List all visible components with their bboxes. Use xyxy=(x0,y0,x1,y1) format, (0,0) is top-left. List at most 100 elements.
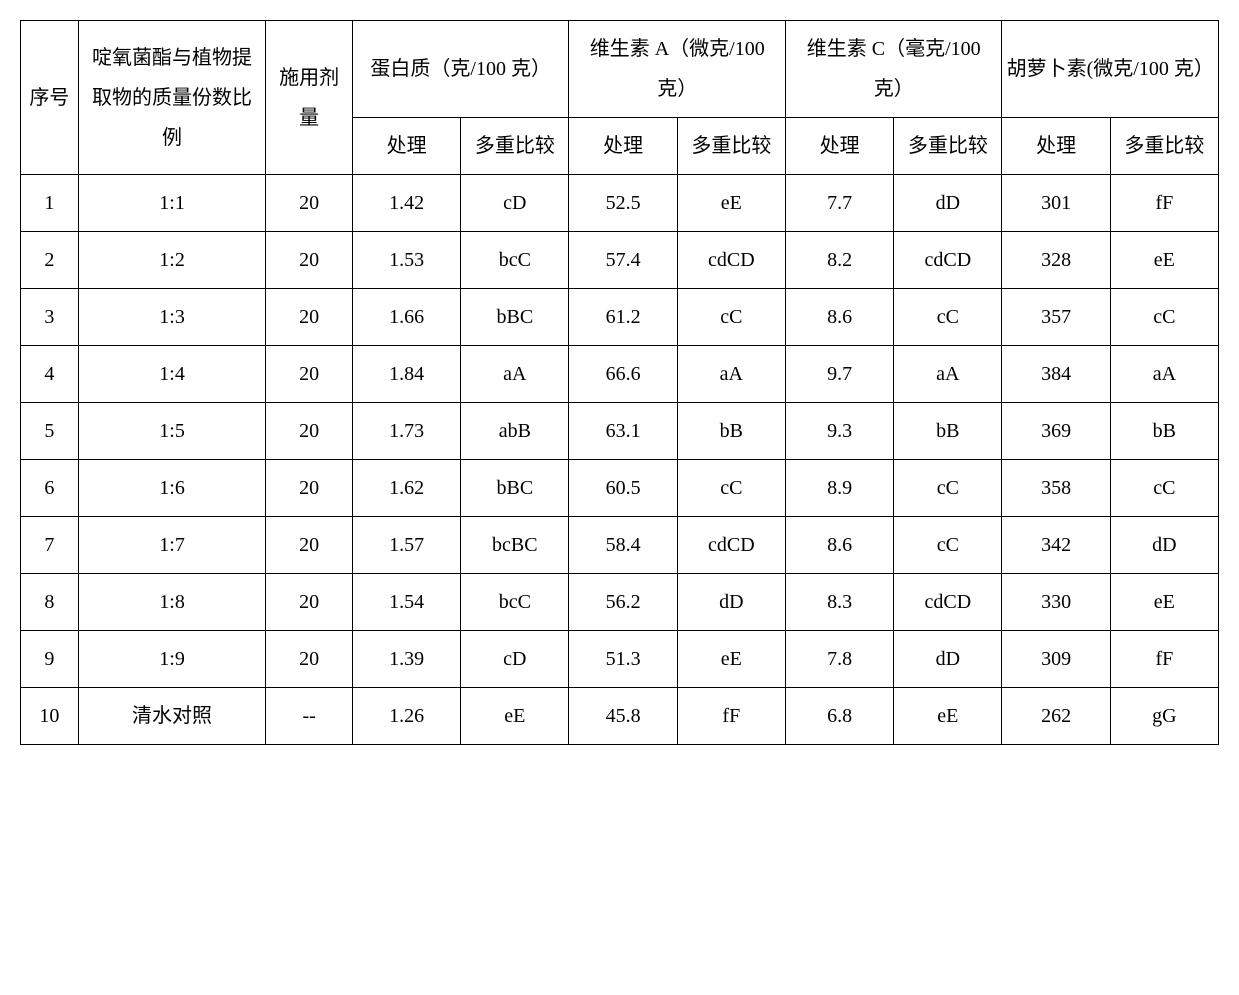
subheader-comparison: 多重比较 xyxy=(1110,118,1218,175)
cell-dose: 20 xyxy=(266,289,353,346)
cell-value: cD xyxy=(461,631,569,688)
cell-value: bBC xyxy=(461,289,569,346)
cell-value: bcBC xyxy=(461,517,569,574)
cell-value: 7.8 xyxy=(785,631,893,688)
cell-seq: 3 xyxy=(21,289,79,346)
cell-ratio: 1:2 xyxy=(78,232,266,289)
cell-value: 7.7 xyxy=(785,175,893,232)
cell-ratio: 1:3 xyxy=(78,289,266,346)
header-dose: 施用剂量 xyxy=(266,21,353,175)
cell-value: cC xyxy=(1110,289,1218,346)
cell-value: eE xyxy=(677,175,785,232)
cell-value: cdCD xyxy=(677,232,785,289)
subheader-comparison: 多重比较 xyxy=(461,118,569,175)
cell-dose: 20 xyxy=(266,232,353,289)
cell-value: bBC xyxy=(461,460,569,517)
cell-dose: 20 xyxy=(266,175,353,232)
cell-value: 342 xyxy=(1002,517,1110,574)
cell-seq: 2 xyxy=(21,232,79,289)
cell-value: 8.9 xyxy=(785,460,893,517)
cell-value: 1.62 xyxy=(352,460,460,517)
cell-value: abB xyxy=(461,403,569,460)
cell-value: 52.5 xyxy=(569,175,677,232)
cell-ratio: 清水对照 xyxy=(78,688,266,745)
cell-dose: 20 xyxy=(266,403,353,460)
subheader-comparison: 多重比较 xyxy=(894,118,1002,175)
cell-value: cC xyxy=(894,289,1002,346)
cell-dose: 20 xyxy=(266,346,353,403)
cell-value: eE xyxy=(461,688,569,745)
subheader-treatment: 处理 xyxy=(1002,118,1110,175)
cell-value: 357 xyxy=(1002,289,1110,346)
cell-value: 8.6 xyxy=(785,289,893,346)
header-seq: 序号 xyxy=(21,21,79,175)
cell-value: cdCD xyxy=(894,574,1002,631)
cell-ratio: 1:1 xyxy=(78,175,266,232)
cell-value: eE xyxy=(1110,574,1218,631)
cell-value: 1.53 xyxy=(352,232,460,289)
cell-value: 58.4 xyxy=(569,517,677,574)
cell-value: fF xyxy=(677,688,785,745)
table-row: 31:3201.66bBC61.2cC8.6cC357cC xyxy=(21,289,1219,346)
subheader-treatment: 处理 xyxy=(352,118,460,175)
cell-value: 1.73 xyxy=(352,403,460,460)
cell-value: bB xyxy=(1110,403,1218,460)
table-body: 11:1201.42cD52.5eE7.7dD301fF21:2201.53bc… xyxy=(21,175,1219,745)
cell-value: aA xyxy=(677,346,785,403)
header-group-vitamin-c: 维生素 C（毫克/100 克） xyxy=(785,21,1002,118)
cell-dose: -- xyxy=(266,688,353,745)
cell-ratio: 1:7 xyxy=(78,517,266,574)
cell-value: 1.42 xyxy=(352,175,460,232)
cell-value: 358 xyxy=(1002,460,1110,517)
cell-value: cC xyxy=(894,517,1002,574)
table-row: 41:4201.84aA66.6aA9.7aA384aA xyxy=(21,346,1219,403)
table-row: 51:5201.73abB63.1bB9.3bB369bB xyxy=(21,403,1219,460)
table-row: 81:8201.54bcC56.2dD8.3cdCD330eE xyxy=(21,574,1219,631)
cell-value: eE xyxy=(677,631,785,688)
cell-value: 1.57 xyxy=(352,517,460,574)
cell-ratio: 1:5 xyxy=(78,403,266,460)
cell-ratio: 1:9 xyxy=(78,631,266,688)
cell-value: 9.3 xyxy=(785,403,893,460)
cell-value: 1.84 xyxy=(352,346,460,403)
subheader-comparison: 多重比较 xyxy=(677,118,785,175)
cell-seq: 5 xyxy=(21,403,79,460)
cell-dose: 20 xyxy=(266,517,353,574)
cell-value: cdCD xyxy=(677,517,785,574)
cell-value: 1.66 xyxy=(352,289,460,346)
nutrition-data-table: 序号 啶氧菌酯与植物提取物的质量份数比例 施用剂量 蛋白质（克/100 克） 维… xyxy=(20,20,1219,745)
cell-seq: 6 xyxy=(21,460,79,517)
cell-value: dD xyxy=(1110,517,1218,574)
cell-seq: 10 xyxy=(21,688,79,745)
cell-value: 384 xyxy=(1002,346,1110,403)
cell-value: 1.26 xyxy=(352,688,460,745)
cell-value: aA xyxy=(1110,346,1218,403)
cell-value: dD xyxy=(677,574,785,631)
header-ratio: 啶氧菌酯与植物提取物的质量份数比例 xyxy=(78,21,266,175)
header-group-carotene: 胡萝卜素(微克/100 克） xyxy=(1002,21,1219,118)
cell-value: fF xyxy=(1110,175,1218,232)
cell-value: bcC xyxy=(461,574,569,631)
header-group-protein: 蛋白质（克/100 克） xyxy=(352,21,569,118)
cell-value: 309 xyxy=(1002,631,1110,688)
cell-dose: 20 xyxy=(266,631,353,688)
table-row: 71:7201.57bcBC58.4cdCD8.6cC342dD xyxy=(21,517,1219,574)
cell-value: 8.2 xyxy=(785,232,893,289)
cell-seq: 9 xyxy=(21,631,79,688)
cell-value: 1.39 xyxy=(352,631,460,688)
cell-value: 8.6 xyxy=(785,517,893,574)
cell-value: gG xyxy=(1110,688,1218,745)
cell-value: 6.8 xyxy=(785,688,893,745)
cell-value: 1.54 xyxy=(352,574,460,631)
cell-ratio: 1:4 xyxy=(78,346,266,403)
subheader-treatment: 处理 xyxy=(569,118,677,175)
cell-seq: 4 xyxy=(21,346,79,403)
cell-value: 56.2 xyxy=(569,574,677,631)
cell-value: dD xyxy=(894,631,1002,688)
cell-value: fF xyxy=(1110,631,1218,688)
cell-value: 8.3 xyxy=(785,574,893,631)
cell-dose: 20 xyxy=(266,574,353,631)
cell-dose: 20 xyxy=(266,460,353,517)
cell-value: 66.6 xyxy=(569,346,677,403)
cell-value: 45.8 xyxy=(569,688,677,745)
